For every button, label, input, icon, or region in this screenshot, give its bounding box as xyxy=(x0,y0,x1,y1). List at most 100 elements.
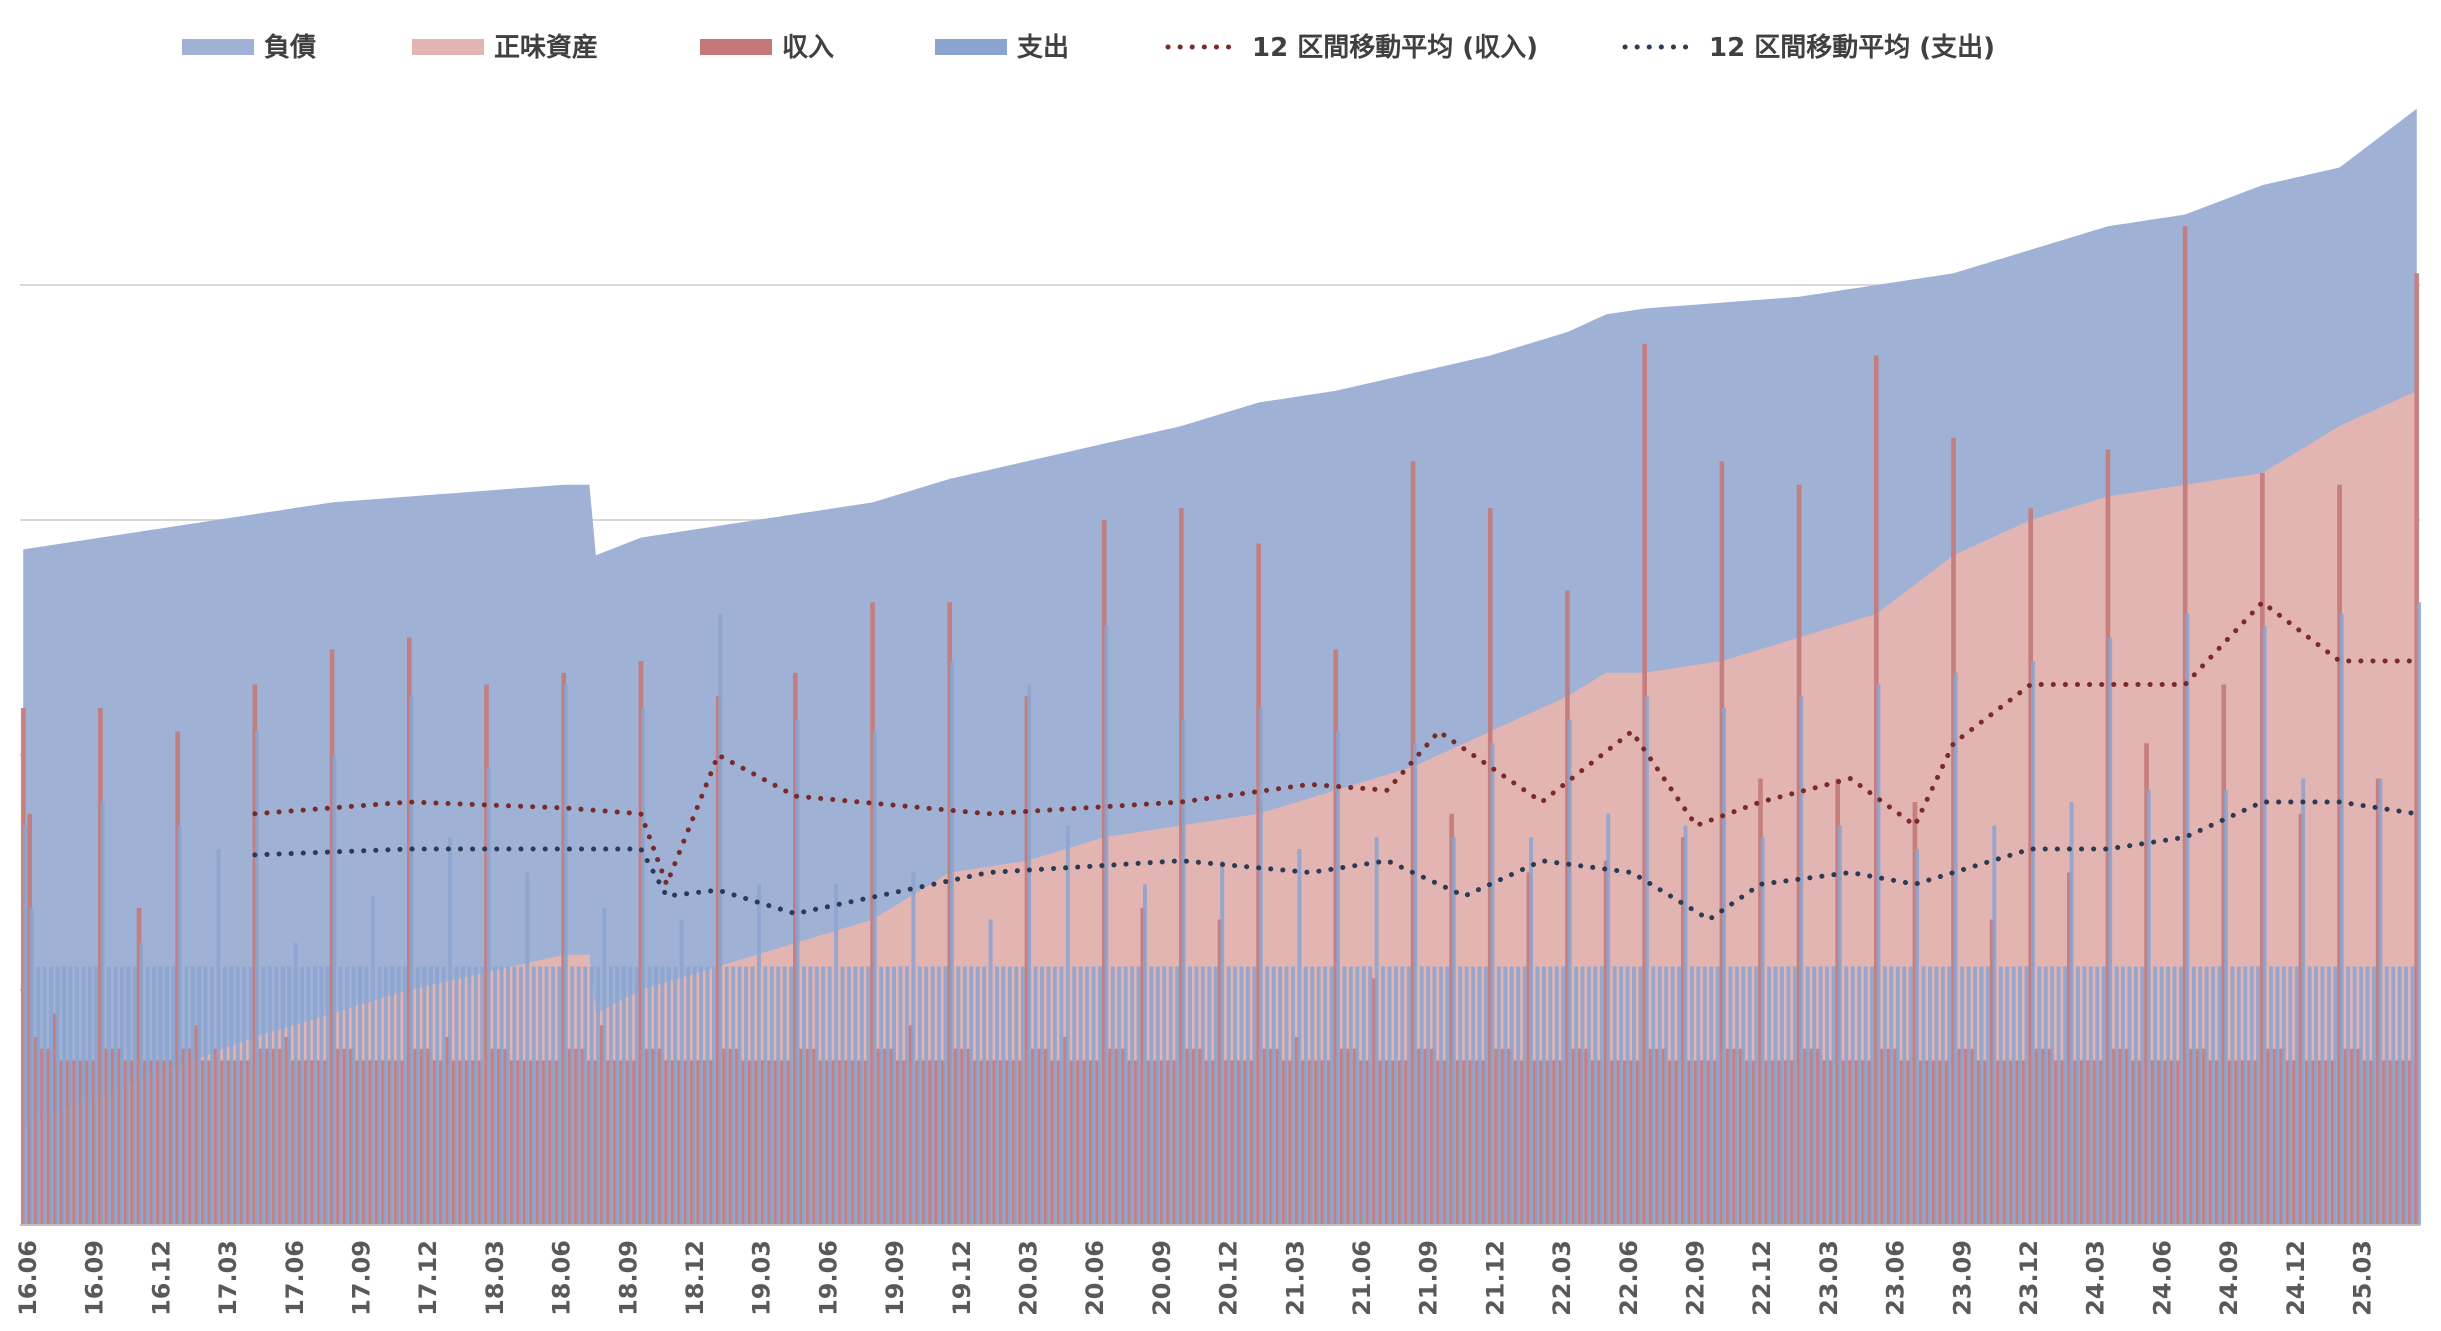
income-bar xyxy=(1314,1060,1319,1225)
income-bar xyxy=(2375,778,2381,1225)
income-bar xyxy=(1359,1060,1364,1225)
expense-bar xyxy=(1876,684,1881,1225)
expense-bar xyxy=(2005,966,2010,1225)
income-bar xyxy=(2034,1048,2040,1225)
expense-bar xyxy=(1252,966,1257,1225)
income-bar xyxy=(1648,1048,1654,1225)
expense-bar xyxy=(255,731,260,1225)
income-bar xyxy=(812,1048,817,1225)
expense-bar xyxy=(2236,966,2241,1225)
income-bar xyxy=(567,1048,573,1225)
expense-bar xyxy=(982,966,987,1225)
income-bar xyxy=(1500,1048,1506,1225)
income-bar xyxy=(2176,1060,2182,1225)
income-bar xyxy=(1204,1060,1210,1225)
expense-bar xyxy=(1432,966,1437,1225)
expense-bar xyxy=(1168,966,1173,1225)
expense-bar xyxy=(325,966,330,1225)
expense-bar xyxy=(184,966,189,1225)
expense-bar xyxy=(1130,966,1135,1225)
legend-label: 12 区間移動平均 (収入) xyxy=(1252,33,1538,63)
income-bar xyxy=(1417,1048,1422,1225)
expense-bar xyxy=(480,966,485,1225)
income-bar xyxy=(207,1060,213,1225)
expense-bar xyxy=(1921,966,1926,1225)
income-bar xyxy=(1462,1060,1467,1225)
income-bar xyxy=(201,1060,206,1225)
expense-bar xyxy=(1220,860,1225,1225)
income-bar xyxy=(316,1060,322,1225)
income-bar xyxy=(1436,1060,1442,1225)
expense-bar xyxy=(937,966,942,1225)
expense-bar xyxy=(737,966,742,1225)
expense-bar xyxy=(660,966,665,1225)
income-bar xyxy=(336,1048,341,1225)
income-bar xyxy=(1520,1060,1525,1225)
income-bar xyxy=(2105,449,2111,1225)
income-bar xyxy=(1134,1060,1139,1225)
expense-bar xyxy=(119,966,124,1225)
income-bar xyxy=(1339,1048,1345,1225)
income-bar xyxy=(966,1048,972,1225)
expense-bar xyxy=(87,966,92,1225)
income-bar xyxy=(754,1060,760,1225)
income-bar xyxy=(381,1060,386,1225)
expense-bar xyxy=(930,966,935,1225)
expense-bar xyxy=(1561,966,1566,1225)
expense-bar xyxy=(1097,966,1102,1225)
income-bar xyxy=(1854,1060,1860,1225)
expense-bar xyxy=(1689,966,1694,1225)
expense-bar xyxy=(1734,966,1739,1225)
expense-bar xyxy=(1046,966,1051,1225)
x-tick-label: 20.06 xyxy=(1081,1240,1109,1316)
income-bar xyxy=(374,1060,380,1225)
income-bar xyxy=(1558,1060,1564,1225)
expense-bar xyxy=(1484,966,1488,1225)
expense-bar xyxy=(1291,966,1295,1225)
expense-bar xyxy=(544,966,549,1225)
expense-bar xyxy=(1104,625,1109,1225)
x-tick-label: 19.06 xyxy=(814,1240,842,1316)
expense-bar xyxy=(1007,966,1012,1225)
income-bar xyxy=(156,1060,161,1225)
income-bar xyxy=(1236,1060,1242,1225)
income-bar xyxy=(542,1060,547,1225)
expense-bar xyxy=(1451,837,1456,1225)
income-bar xyxy=(233,1060,238,1225)
income-bar xyxy=(239,1060,245,1225)
income-bar xyxy=(220,1060,225,1225)
x-tick-label: 24.03 xyxy=(2082,1240,2110,1316)
expense-bar xyxy=(2249,966,2254,1225)
income-bar xyxy=(439,1060,444,1225)
x-tick-label: 25.03 xyxy=(2349,1240,2377,1316)
expense-bar xyxy=(802,966,806,1225)
expense-bar xyxy=(1535,966,1540,1225)
expense-bar xyxy=(943,966,948,1225)
income-bar xyxy=(2195,1048,2201,1225)
income-bar xyxy=(612,1060,618,1225)
income-bar xyxy=(1275,1048,1281,1225)
income-bar xyxy=(2266,1048,2272,1225)
income-bar xyxy=(722,1048,727,1225)
expense-bar xyxy=(42,966,47,1225)
expense-bar xyxy=(1670,966,1675,1225)
expense-bar xyxy=(834,884,839,1225)
expense-bar xyxy=(847,966,851,1225)
income-bar xyxy=(760,1060,766,1225)
income-bar xyxy=(1783,1060,1789,1225)
expense-bar xyxy=(2294,966,2299,1225)
income-bar xyxy=(1725,1048,1731,1225)
expense-bar xyxy=(229,966,234,1225)
expense-bar xyxy=(1934,966,1939,1225)
income-bar xyxy=(683,1060,689,1225)
income-bar xyxy=(2150,1060,2156,1225)
expense-bar xyxy=(1400,966,1405,1225)
x-tick-label: 22.12 xyxy=(1748,1240,1776,1316)
expense-bar xyxy=(2404,966,2409,1225)
expense-bar xyxy=(2146,790,2151,1225)
income-bar xyxy=(1989,919,1995,1225)
income-bar xyxy=(400,1060,406,1225)
expense-bar xyxy=(165,966,169,1225)
expense-bar xyxy=(1928,966,1932,1225)
income-bar xyxy=(2067,872,2072,1225)
